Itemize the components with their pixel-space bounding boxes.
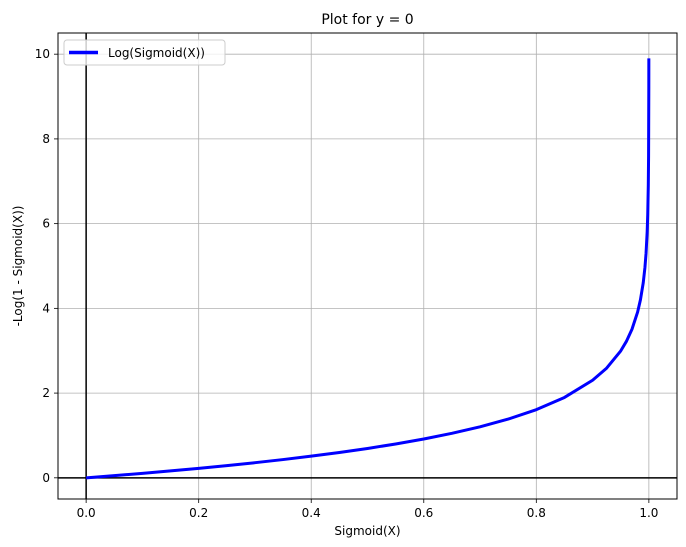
x-tick-label: 1.0 bbox=[639, 506, 658, 520]
y-tick-label: 2 bbox=[42, 386, 50, 400]
chart-title: Plot for y = 0 bbox=[321, 12, 413, 28]
x-axis-title: Sigmoid(X) bbox=[334, 524, 400, 538]
y-tick-label: 10 bbox=[35, 47, 50, 61]
y-axis: 0 2 4 6 8 10 bbox=[35, 47, 58, 485]
x-tick-label: 0.0 bbox=[77, 506, 96, 520]
series-layer bbox=[86, 58, 651, 480]
x-tick-label: 0.8 bbox=[527, 506, 546, 520]
plot-area-frame bbox=[57, 32, 678, 500]
y-axis-title: -Log(1 - Sigmoid(X)) bbox=[11, 206, 25, 327]
legend-box bbox=[63, 39, 226, 66]
y-tick-label: 8 bbox=[42, 132, 50, 146]
x-tick-label: 0.2 bbox=[189, 506, 208, 520]
legend: Log(Sigmoid(X)) bbox=[63, 39, 226, 66]
x-tick-label: 0.6 bbox=[414, 506, 433, 520]
y-tick-label: 6 bbox=[42, 217, 50, 231]
y-tick-label: 4 bbox=[42, 301, 50, 315]
series-line bbox=[86, 58, 651, 480]
x-axis: 0.0 0.2 0.4 0.6 0.8 1.0 bbox=[77, 499, 658, 520]
legend-label: Log(Sigmoid(X)) bbox=[108, 46, 205, 60]
y-tick-label: 0 bbox=[42, 471, 50, 485]
x-tick-label: 0.4 bbox=[302, 506, 321, 520]
reference-lines bbox=[58, 33, 677, 499]
